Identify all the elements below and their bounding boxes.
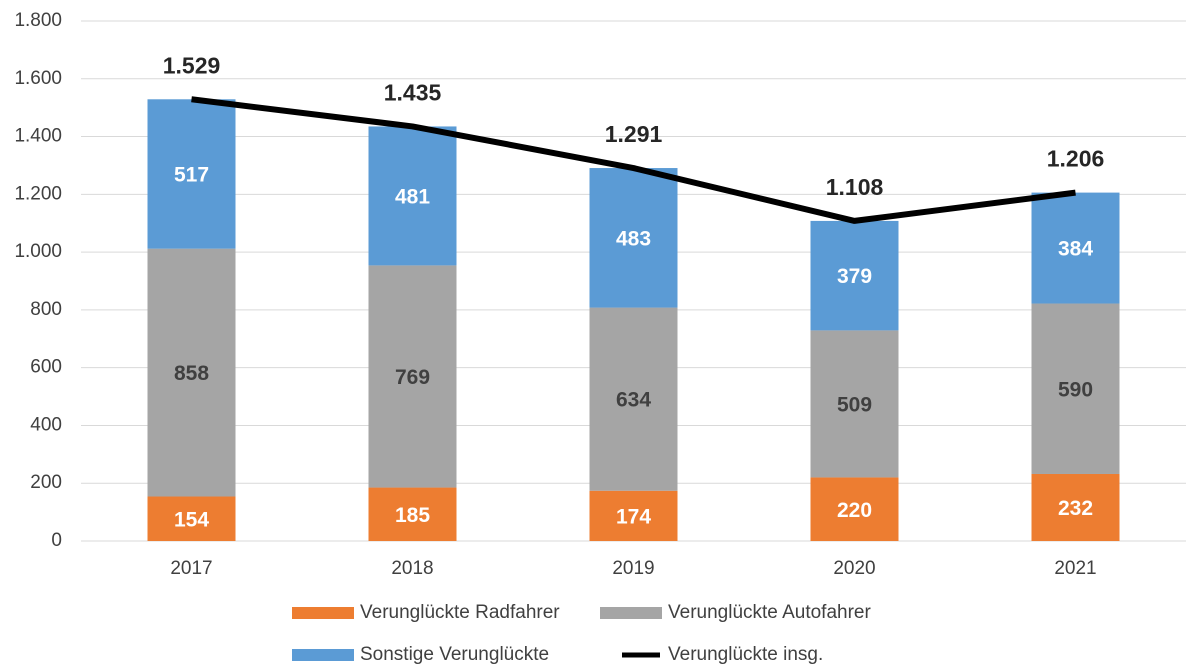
bar-segment [810, 330, 899, 478]
value-label: 509 [837, 393, 872, 416]
bar-segment [368, 265, 457, 488]
x-tick-label: 2018 [391, 558, 433, 579]
value-label: 483 [616, 227, 651, 250]
y-tick-label: 800 [30, 299, 62, 320]
value-label: 769 [395, 366, 430, 389]
total-line [191, 96, 1076, 224]
y-tick-label: 1.800 [14, 10, 62, 31]
value-label: 185 [395, 504, 430, 527]
y-tick-label: 600 [30, 357, 62, 378]
x-tick-label: 2019 [612, 558, 654, 579]
bar-segment [147, 248, 236, 497]
value-label: 1.108 [826, 174, 884, 200]
x-tick-label: 2017 [170, 558, 212, 579]
value-label: 481 [395, 185, 430, 208]
value-label: 1.206 [1047, 146, 1105, 172]
bar-segment [368, 126, 457, 266]
value-label: 634 [616, 389, 651, 412]
value-label: 517 [174, 164, 209, 187]
legend-label: Verunglückte Radfahrer [360, 602, 560, 623]
value-label: 384 [1058, 238, 1093, 261]
y-tick-label: 400 [30, 414, 62, 435]
bar-segment [147, 496, 236, 541]
legend-label: Verunglückte Autofahrer [668, 602, 871, 623]
value-label: 379 [837, 265, 872, 288]
bar-segment [589, 307, 678, 491]
value-label: 154 [174, 508, 209, 531]
x-tick-label: 2020 [833, 558, 875, 579]
value-label: 1.529 [163, 52, 221, 78]
value-label: 590 [1058, 378, 1093, 401]
y-tick-label: 200 [30, 472, 62, 493]
legend-swatch [600, 607, 662, 619]
bar-segment [1031, 192, 1120, 304]
legend-label: Verunglückte insg. [668, 644, 823, 665]
value-label: 858 [174, 362, 209, 385]
legend-swatch [292, 649, 354, 661]
y-tick-label: 1.000 [14, 241, 62, 262]
bar-segment [589, 168, 678, 308]
value-label: 174 [616, 505, 651, 528]
bar-segment [1031, 303, 1120, 474]
value-label: 1.435 [384, 80, 442, 106]
y-tick-label: 0 [51, 530, 62, 551]
value-label: 232 [1058, 497, 1093, 520]
bar-segment [1031, 473, 1120, 541]
bar-segment [810, 477, 899, 541]
bar-segment [589, 490, 678, 541]
legend-swatch [292, 607, 354, 619]
y-tick-label: 1.600 [14, 68, 62, 89]
bar-segment [368, 487, 457, 541]
value-label: 220 [837, 499, 872, 522]
value-label: 1.291 [605, 121, 663, 147]
y-tick-label: 1.400 [14, 126, 62, 147]
bar-segment [147, 99, 236, 249]
y-tick-label: 1.200 [14, 183, 62, 204]
bar-segment [810, 220, 899, 331]
legend-label: Sonstige Verunglückte [360, 644, 549, 665]
x-tick-label: 2021 [1054, 558, 1096, 579]
